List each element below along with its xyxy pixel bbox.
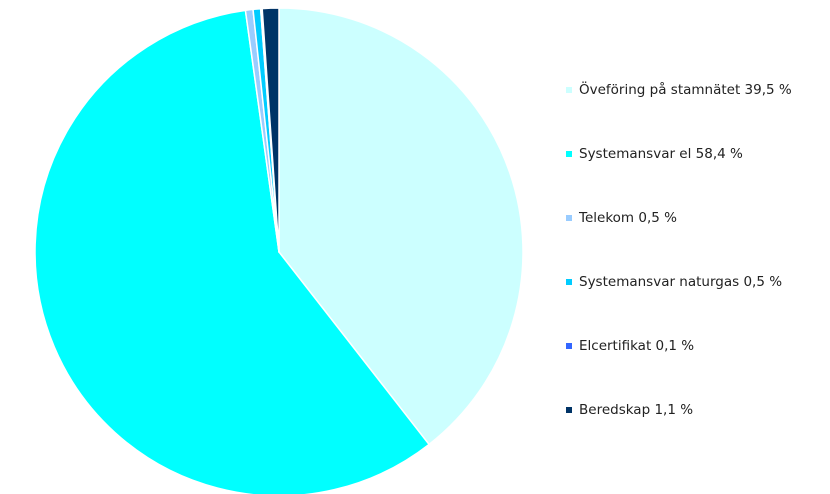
pie-slice-1 xyxy=(34,9,430,494)
legend-label: Öveföring på stamnätet 39,5 % xyxy=(579,82,792,98)
legend-swatch xyxy=(566,343,572,349)
legend-label: Beredskap 1,1 % xyxy=(579,402,694,418)
legend-swatch xyxy=(566,279,572,285)
pie-chart xyxy=(34,7,524,494)
legend-label: Elcertifikat 0,1 % xyxy=(579,338,695,354)
pie-slice-0 xyxy=(278,7,524,446)
legend-item: Systemansvar naturgas 0,5 % xyxy=(566,272,792,292)
legend-item: Telekom 0,5 % xyxy=(566,208,792,228)
legend-item: Systemansvar el 58,4 % xyxy=(566,144,792,164)
legend-item: Elcertifikat 0,1 % xyxy=(566,336,792,356)
legend-swatch xyxy=(566,407,572,413)
legend-label: Telekom 0,5 % xyxy=(579,210,677,226)
legend-item: Öveföring på stamnätet 39,5 % xyxy=(566,80,792,100)
legend-swatch xyxy=(566,87,572,93)
pie-slice-5 xyxy=(261,7,280,253)
legend-item: Beredskap 1,1 % xyxy=(566,400,792,420)
legend-label: Systemansvar naturgas 0,5 % xyxy=(579,274,783,290)
chart-legend: Öveföring på stamnätet 39,5 % Systemansva… xyxy=(566,80,792,464)
legend-label: Systemansvar el 58,4 % xyxy=(579,146,743,162)
legend-swatch xyxy=(566,215,572,221)
legend-swatch xyxy=(566,151,572,157)
